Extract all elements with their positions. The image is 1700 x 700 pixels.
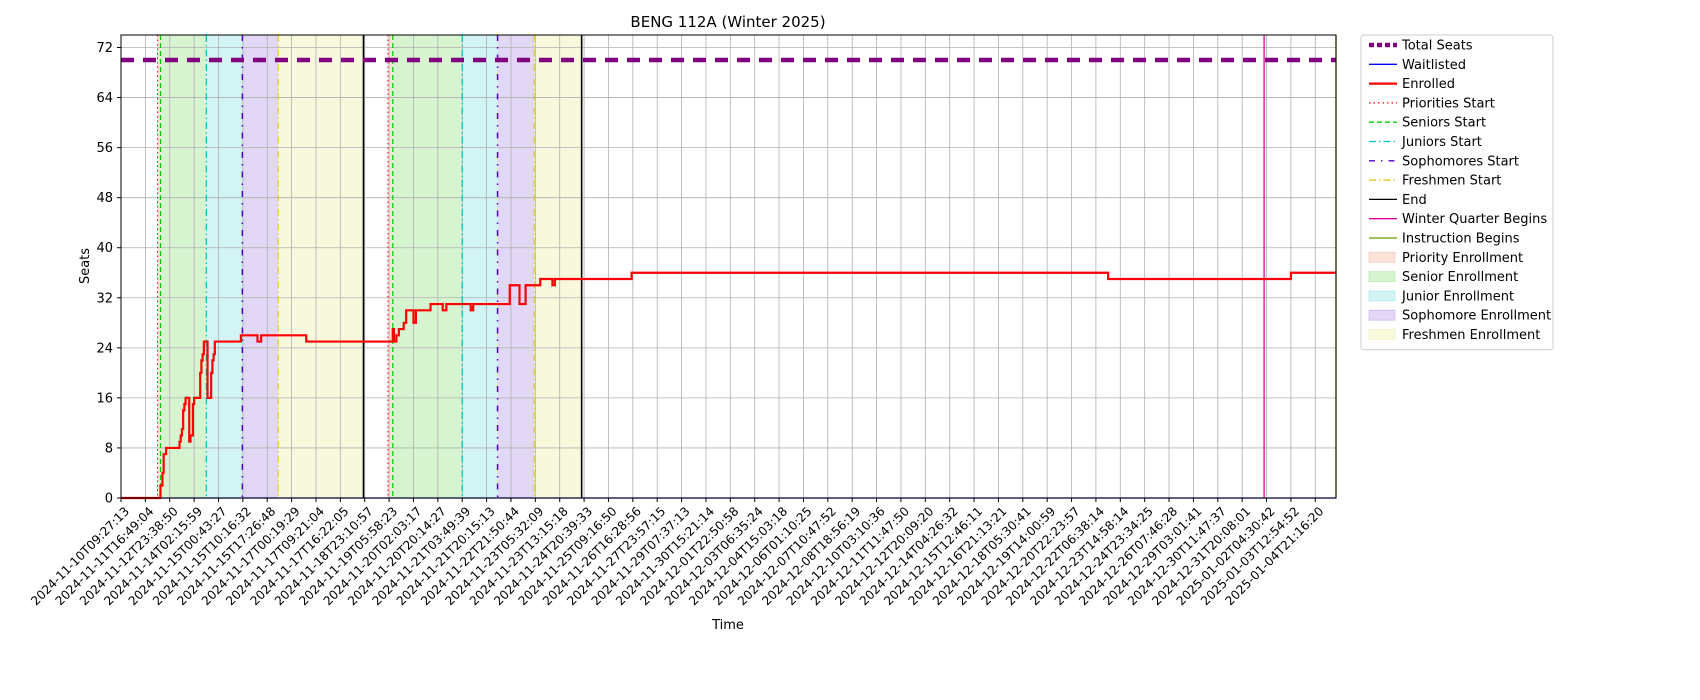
- legend-label: Freshmen Enrollment: [1402, 328, 1540, 343]
- legend-item: Priority Enrollment: [1368, 251, 1523, 266]
- legend-frame: [1360, 34, 1554, 351]
- phase-band: [206, 35, 243, 498]
- legend-label: Seniors Start: [1402, 116, 1486, 131]
- legend-item: Junior Enrollment: [1368, 289, 1514, 304]
- legend-label: Juniors Start: [1401, 135, 1482, 150]
- y-axis: 0 8 16 24 32 40 48 56 64 72: [96, 41, 121, 507]
- legend-item: Sophomore Enrollment: [1368, 309, 1551, 324]
- phase-lines: [157, 35, 1337, 498]
- phase-band: [462, 35, 498, 498]
- legend-swatch: [1368, 251, 1396, 263]
- legend-item: Winter Quarter Begins: [1369, 212, 1547, 227]
- legend-label: Waitlisted: [1402, 58, 1466, 73]
- legend-label: Sophomores Start: [1402, 154, 1519, 169]
- plot-frame: [120, 34, 1337, 499]
- legend-label: Winter Quarter Begins: [1402, 212, 1547, 227]
- y-tick-label: 64: [96, 91, 113, 106]
- legend-swatch: [1368, 329, 1396, 340]
- y-tick-label: 0: [105, 492, 113, 507]
- phase-band: [534, 35, 582, 498]
- phase-band: [497, 35, 535, 498]
- phase-band: [392, 35, 463, 498]
- x-axis: 2024-11-10T09:27:132024-11-11T16:49:0420…: [28, 498, 1326, 608]
- legend: Total Seats Waitlisted Enrolled Priorities …: [1360, 34, 1554, 351]
- legend-swatch: [1368, 309, 1396, 321]
- phase-band: [387, 35, 393, 498]
- legend-label: Enrolled: [1402, 77, 1455, 92]
- y-tick-label: 48: [96, 191, 113, 206]
- legend-item: Juniors Start: [1369, 135, 1482, 150]
- legend-item: Waitlisted: [1369, 58, 1466, 73]
- y-tick-label: 56: [96, 141, 113, 156]
- legend-label: Sophomore Enrollment: [1402, 309, 1551, 324]
- legend-swatch: [1368, 271, 1396, 283]
- legend-item: Sophomores Start: [1369, 154, 1519, 169]
- legend-item: End: [1369, 193, 1427, 208]
- legend-item: Priorities Start: [1369, 96, 1495, 111]
- y-tick-label: 40: [96, 241, 113, 256]
- y-axis-label: Seats: [78, 248, 93, 284]
- legend-item: Seniors Start: [1369, 116, 1486, 131]
- legend-label: Instruction Begins: [1402, 232, 1520, 247]
- legend-label: Priority Enrollment: [1402, 251, 1523, 266]
- legend-label: Senior Enrollment: [1402, 270, 1518, 285]
- series-line-enrolled: [121, 271, 1336, 500]
- legend-swatch: [1368, 290, 1396, 302]
- phase-band: [157, 35, 161, 498]
- legend-item: Instruction Begins: [1369, 232, 1520, 247]
- x-axis-label: Time: [711, 618, 744, 633]
- legend-label: End: [1402, 193, 1427, 208]
- legend-label: Total Seats: [1401, 39, 1473, 54]
- legend-label: Freshmen Start: [1402, 174, 1501, 189]
- y-tick-label: 8: [105, 441, 113, 456]
- legend-item: Freshmen Enrollment: [1368, 328, 1540, 343]
- y-tick-label: 16: [96, 391, 113, 406]
- legend-label: Priorities Start: [1402, 96, 1495, 111]
- phase-bands: [157, 35, 582, 498]
- phase-band: [278, 35, 364, 498]
- legend-label: Junior Enrollment: [1401, 289, 1514, 304]
- y-tick-label: 72: [96, 41, 113, 56]
- legend-item: Freshmen Start: [1369, 174, 1501, 189]
- legend-item: Total Seats: [1369, 39, 1473, 54]
- legend-item: Enrolled: [1369, 77, 1455, 92]
- y-tick-label: 32: [96, 291, 113, 306]
- legend-item: Senior Enrollment: [1368, 270, 1518, 285]
- chart-title: BENG 112A (Winter 2025): [630, 13, 825, 31]
- y-tick-label: 24: [96, 341, 113, 356]
- phase-band: [242, 35, 279, 498]
